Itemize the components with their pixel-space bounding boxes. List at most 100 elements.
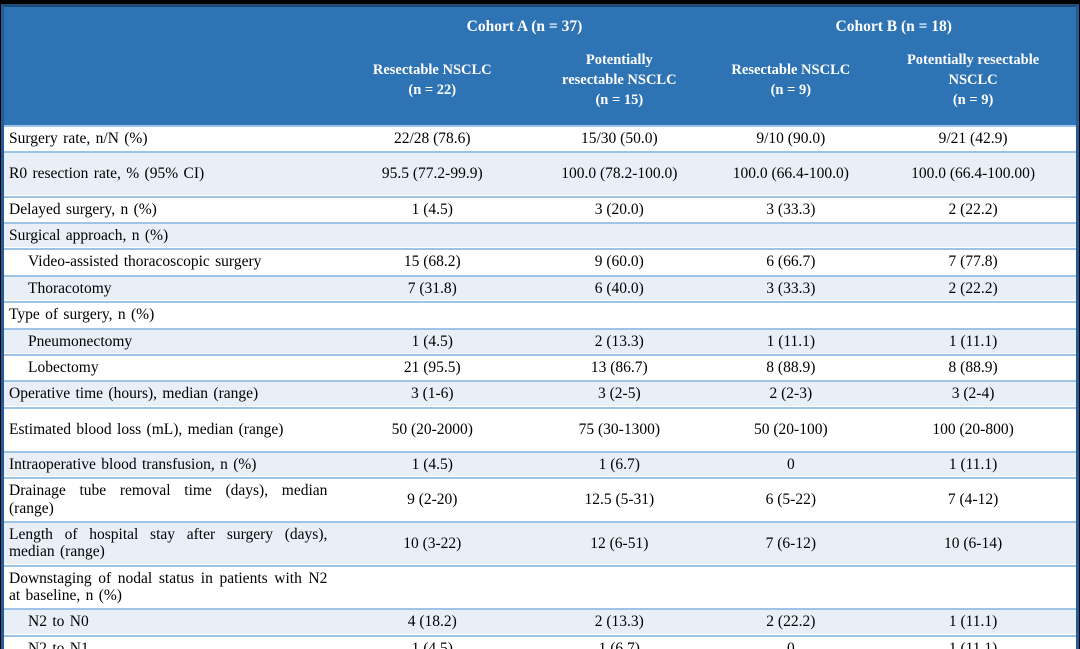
table-row: Pneumonectomy 1 (4.5) 2 (13.3) 1 (11.1) 1 (1… [4,327,1076,354]
table-row: Type of surgery, n (%) [4,301,1076,328]
cell-value: 1 (11.1) [711,327,871,354]
cell-value: 6 (66.7) [711,248,871,275]
cell-value: 15 (68.2) [337,248,528,275]
cell-value: 2 (22.2) [711,608,871,635]
cell-value: 50 (20-2000) [337,406,528,451]
subgroup-row: Resectable NSCLC (n = 22) Potentially re… [4,43,1076,125]
row-label: Surgical approach, n (%) [4,222,338,249]
cell-value: 7 (6-12) [711,521,871,565]
cell-value: 1 (4.5) [337,634,528,649]
table-row: Length of hospital stay after surgery (d… [4,521,1076,565]
cell-value: 2 (2-3) [711,380,871,407]
row-label: Lobectomy [4,353,338,381]
cell-value: 10 (6-14) [870,521,1076,565]
cell-value: 22/28 (78.6) [337,125,528,152]
table-row: R0 resection rate, % (95% CI) 95.5 (77.2-… [4,151,1076,196]
table-row: Lobectomy 21 (95.5) 13 (86.7) 8 (88.9) 8 (88… [4,353,1076,381]
table-row: Surgery rate, n/N (%) 22/28 (78.6) 15/30 (… [4,125,1076,152]
cell-value [337,222,528,249]
column-header-resectable-b: Resectable NSCLC (n = 9) [711,43,871,125]
cell-value [711,301,871,328]
cell-value: 12.5 (5-31) [527,477,712,522]
row-label: Thoracotomy [4,274,338,302]
table-row: Downstaging of nodal status in patients … [4,564,1076,609]
cell-value: 100 (20-800) [870,406,1076,451]
row-label: Delayed surgery, n (%) [4,195,338,223]
table-row: N2 to N1 1 (4.5) 1 (6.7) 0 1 (11.1) [4,634,1076,649]
cell-value [711,222,871,249]
table-row: Thoracotomy 7 (31.8) 6 (40.0) 3 (33.3) 2 (22… [4,274,1076,302]
row-label: R0 resection rate, % (95% CI) [4,151,338,196]
cell-value: 13 (86.7) [527,353,712,381]
cell-value: 3 (33.3) [711,195,871,223]
column-header-potentially-resectable-b: Potentially resectable NSCLC (n = 9) [870,43,1076,125]
cell-value [337,301,528,328]
cell-value [870,564,1076,609]
column-header-potentially-resectable-a: Potentially resectable NSCLC (n = 15) [527,43,712,125]
row-label: Estimated blood loss (mL), median (range… [4,406,338,451]
cell-value: 7 (4-12) [870,477,1076,522]
table-body: Surgery rate, n/N (%) 22/28 (78.6) 15/30 (… [4,125,1076,649]
row-label: Downstaging of nodal status in patients … [4,564,338,609]
cell-value: 1 (4.5) [337,195,528,223]
cohort-b-header: Cohort B (n = 18) [711,7,1076,43]
row-label: Pneumonectomy [4,327,338,354]
cell-value: 1 (11.1) [870,450,1076,478]
cell-value: 8 (88.9) [711,353,871,381]
table-header: Cohort A (n = 37) Cohort B (n = 18) Rese… [4,7,1076,125]
cell-value: 10 (3-22) [337,521,528,565]
table-row: N2 to N0 4 (18.2) 2 (13.3) 2 (22.2) 1 (11.1) [4,608,1076,635]
cell-value: 6 (5-22) [711,477,871,522]
table-row: Video-assisted thoracoscopic surgery 15 (… [4,248,1076,275]
cell-value: 1 (6.7) [527,450,712,478]
cell-value [527,564,712,609]
cell-value: 9/10 (90.0) [711,125,871,152]
cell-value: 95.5 (77.2-99.9) [337,151,528,196]
cell-value: 15/30 (50.0) [527,125,712,152]
table-row: Delayed surgery, n (%) 1 (4.5) 3 (20.0) 3 (… [4,195,1076,223]
row-label: Drainage tube removal time (days), media… [4,477,338,522]
cell-value: 100.0 (66.4-100.0) [711,151,871,196]
cell-value: 7 (77.8) [870,248,1076,275]
surgical-outcomes-table: Cohort A (n = 37) Cohort B (n = 18) Rese… [1,4,1079,649]
cohort-a-header: Cohort A (n = 37) [337,7,712,43]
row-label: N2 to N1 [4,634,338,649]
cell-value: 9 (60.0) [527,248,712,275]
row-label: Intraoperative blood transfusion, n (%) [4,450,338,478]
cell-value: 21 (95.5) [337,353,528,381]
cell-value: 6 (40.0) [527,274,712,302]
cell-value: 1 (11.1) [870,327,1076,354]
row-label: Video-assisted thoracoscopic surgery [4,248,338,275]
cell-value: 2 (22.2) [870,274,1076,302]
cell-value: 3 (33.3) [711,274,871,302]
cell-value: 2 (13.3) [527,327,712,354]
table-row: Intraoperative blood transfusion, n (%) 1… [4,450,1076,478]
table-row: Drainage tube removal time (days), media… [4,477,1076,522]
cell-value [337,564,528,609]
cell-value [870,222,1076,249]
cell-value: 0 [711,450,871,478]
cell-value [527,301,712,328]
cell-value [711,564,871,609]
row-label: N2 to N0 [4,608,338,635]
header-corner-cell [4,7,338,125]
table-row: Surgical approach, n (%) [4,222,1076,249]
cell-value: 3 (1-6) [337,380,528,407]
cell-value: 2 (22.2) [870,195,1076,223]
table-row: Estimated blood loss (mL), median (range… [4,406,1076,451]
cell-value: 0 [711,634,871,649]
cell-value: 1 (4.5) [337,450,528,478]
cell-value: 7 (31.8) [337,274,528,302]
cell-value [870,301,1076,328]
cell-value: 1 (11.1) [870,608,1076,635]
row-label: Operative time (hours), median (range) [4,380,338,407]
table-row: Operative time (hours), median (range) 3 … [4,380,1076,407]
cell-value: 9/21 (42.9) [870,125,1076,152]
cell-value: 3 (2-4) [870,380,1076,407]
cell-value: 1 (11.1) [870,634,1076,649]
cell-value: 4 (18.2) [337,608,528,635]
cell-value: 50 (20-100) [711,406,871,451]
column-header-resectable-a: Resectable NSCLC (n = 22) [337,43,528,125]
cell-value: 3 (2-5) [527,380,712,407]
cell-value: 3 (20.0) [527,195,712,223]
